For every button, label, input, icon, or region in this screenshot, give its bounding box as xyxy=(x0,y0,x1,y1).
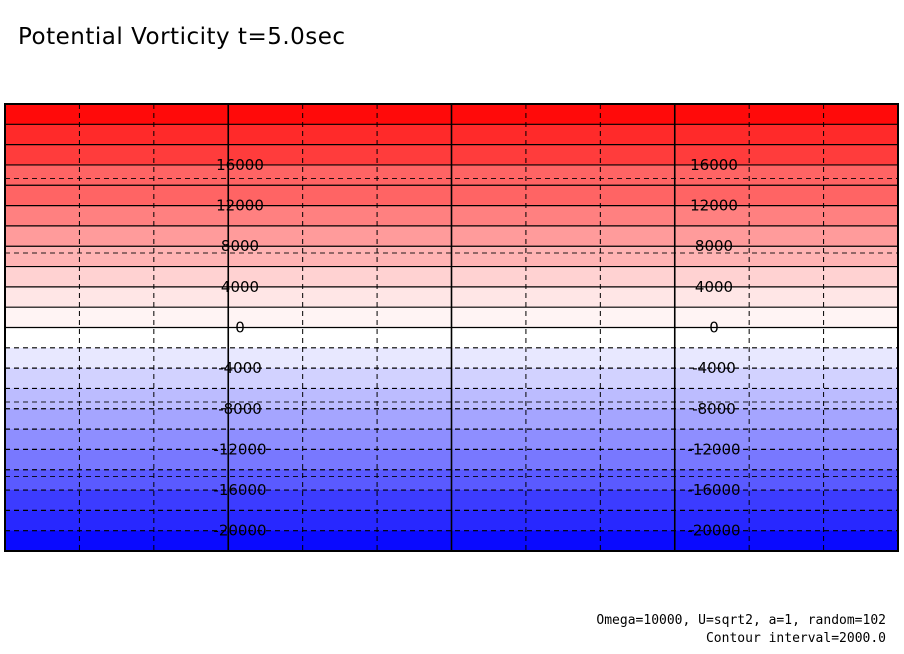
contour-label: 16000 xyxy=(216,156,264,174)
contour-label: 4000 xyxy=(221,278,259,296)
contour-label: -20000 xyxy=(687,522,740,540)
contour-label: -4000 xyxy=(218,359,262,377)
contour-label: 0 xyxy=(709,319,719,337)
chart-title: Potential Vorticity t=5.0sec xyxy=(18,24,346,50)
footer-parameters: Omega=10000, U=sqrt2, a=1, random=102 xyxy=(596,613,886,628)
contour-label: -8000 xyxy=(218,400,262,418)
contour-label: -12000 xyxy=(213,440,266,458)
contour-label: 4000 xyxy=(695,278,733,296)
footer-contour-interval: Contour interval=2000.0 xyxy=(705,631,886,646)
contour-label: -8000 xyxy=(692,400,736,418)
contour-label: 16000 xyxy=(690,156,738,174)
contour-label: 8000 xyxy=(221,237,259,255)
contour-label: 12000 xyxy=(690,197,738,215)
plot-frame xyxy=(4,103,899,552)
contour-label: -16000 xyxy=(687,481,740,499)
grid-lines xyxy=(5,104,898,551)
contour-label: -4000 xyxy=(692,359,736,377)
contour-label: 0 xyxy=(235,319,245,337)
contour-label: -12000 xyxy=(687,440,740,458)
contour-label: 12000 xyxy=(216,197,264,215)
contour-label: -16000 xyxy=(213,481,266,499)
contour-label: -20000 xyxy=(213,522,266,540)
contour-labels: 16000 16000 12000 12000 8000 8000 4000 4000 0 0 -4… xyxy=(213,156,740,540)
contour-label: 8000 xyxy=(695,237,733,255)
